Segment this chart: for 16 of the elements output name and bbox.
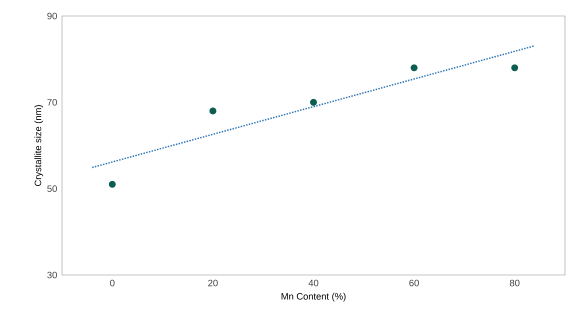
x-tick-label: 20 [208, 280, 218, 286]
point [108, 180, 116, 188]
point [310, 98, 317, 106]
x-tick-label: 80 [510, 280, 520, 286]
y-tick-label: 70 [47, 99, 57, 106]
point [511, 64, 518, 72]
x-tick-label: 0 [110, 280, 115, 286]
point [209, 107, 216, 114]
x-tick-label: 60 [409, 280, 419, 286]
x-tick-label: 40 [308, 280, 318, 286]
y-axis-title: Crystallite size (nm) [34, 105, 44, 186]
x-axis-title: Mn Content (%) [282, 292, 346, 302]
y-tick-label: 30 [47, 272, 57, 278]
point [410, 64, 418, 72]
y-tick-label: 90 [47, 12, 57, 20]
y-tick-label: 50 [47, 185, 57, 192]
